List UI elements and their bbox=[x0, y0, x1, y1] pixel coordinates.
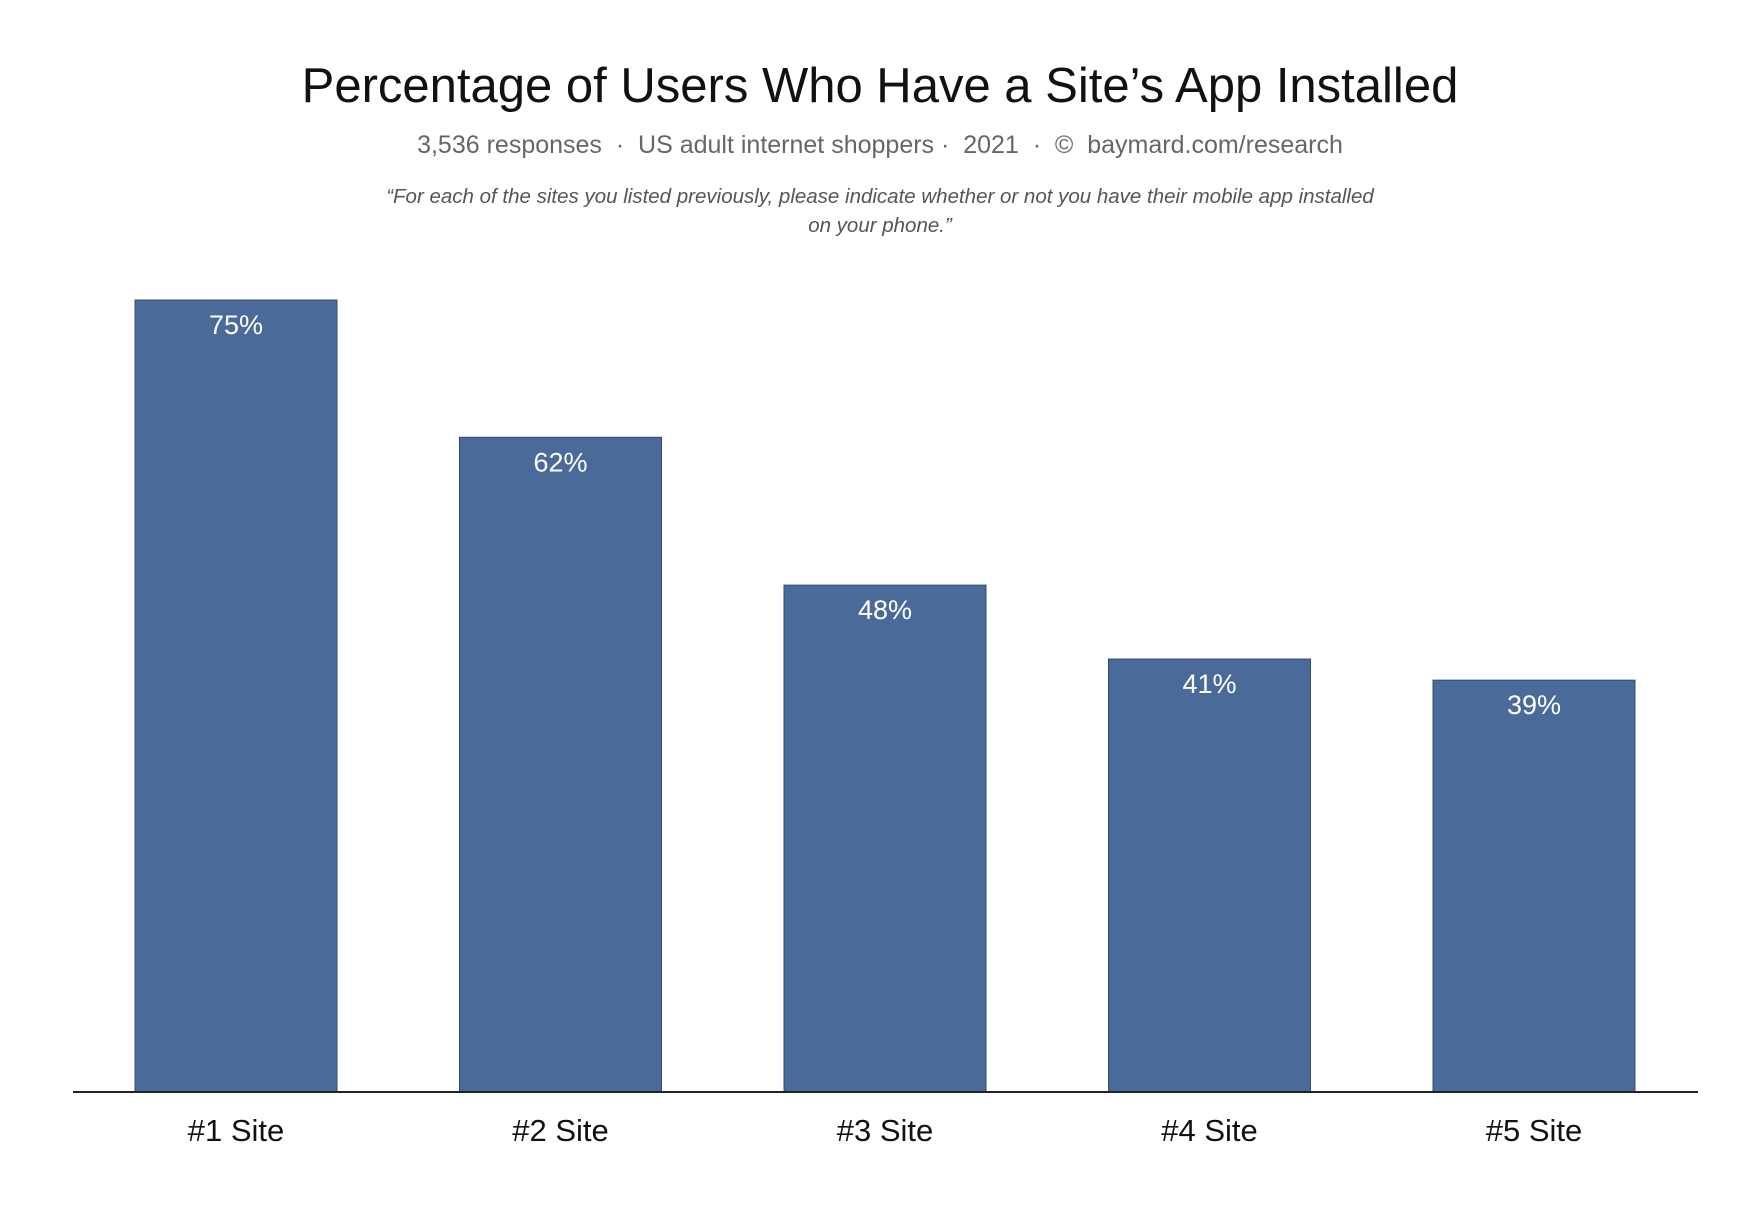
category-label: #3 Site bbox=[837, 1113, 934, 1148]
value-label: 41% bbox=[1182, 669, 1236, 699]
chart-subtitle: 3,536 responses · US adult internet shop… bbox=[417, 131, 1343, 159]
value-label: 62% bbox=[533, 447, 587, 477]
bar-5 bbox=[1432, 679, 1636, 1093]
bar-2 bbox=[459, 436, 662, 1093]
chart-title: Percentage of Users Who Have a Site’s Ap… bbox=[301, 59, 1459, 113]
survey-question: “For each of the sites you listed previo… bbox=[386, 185, 1374, 237]
category-label: #4 Site bbox=[1161, 1113, 1258, 1148]
category-label: #1 Site bbox=[188, 1113, 285, 1148]
bar-1 bbox=[134, 299, 338, 1093]
category-label: #2 Site bbox=[512, 1113, 609, 1148]
bar-3 bbox=[783, 584, 987, 1093]
value-label: 75% bbox=[209, 310, 263, 340]
value-label: 39% bbox=[1507, 690, 1561, 720]
category-label: #5 Site bbox=[1486, 1113, 1583, 1148]
value-label: 48% bbox=[858, 595, 912, 625]
bar-4 bbox=[1108, 658, 1311, 1093]
